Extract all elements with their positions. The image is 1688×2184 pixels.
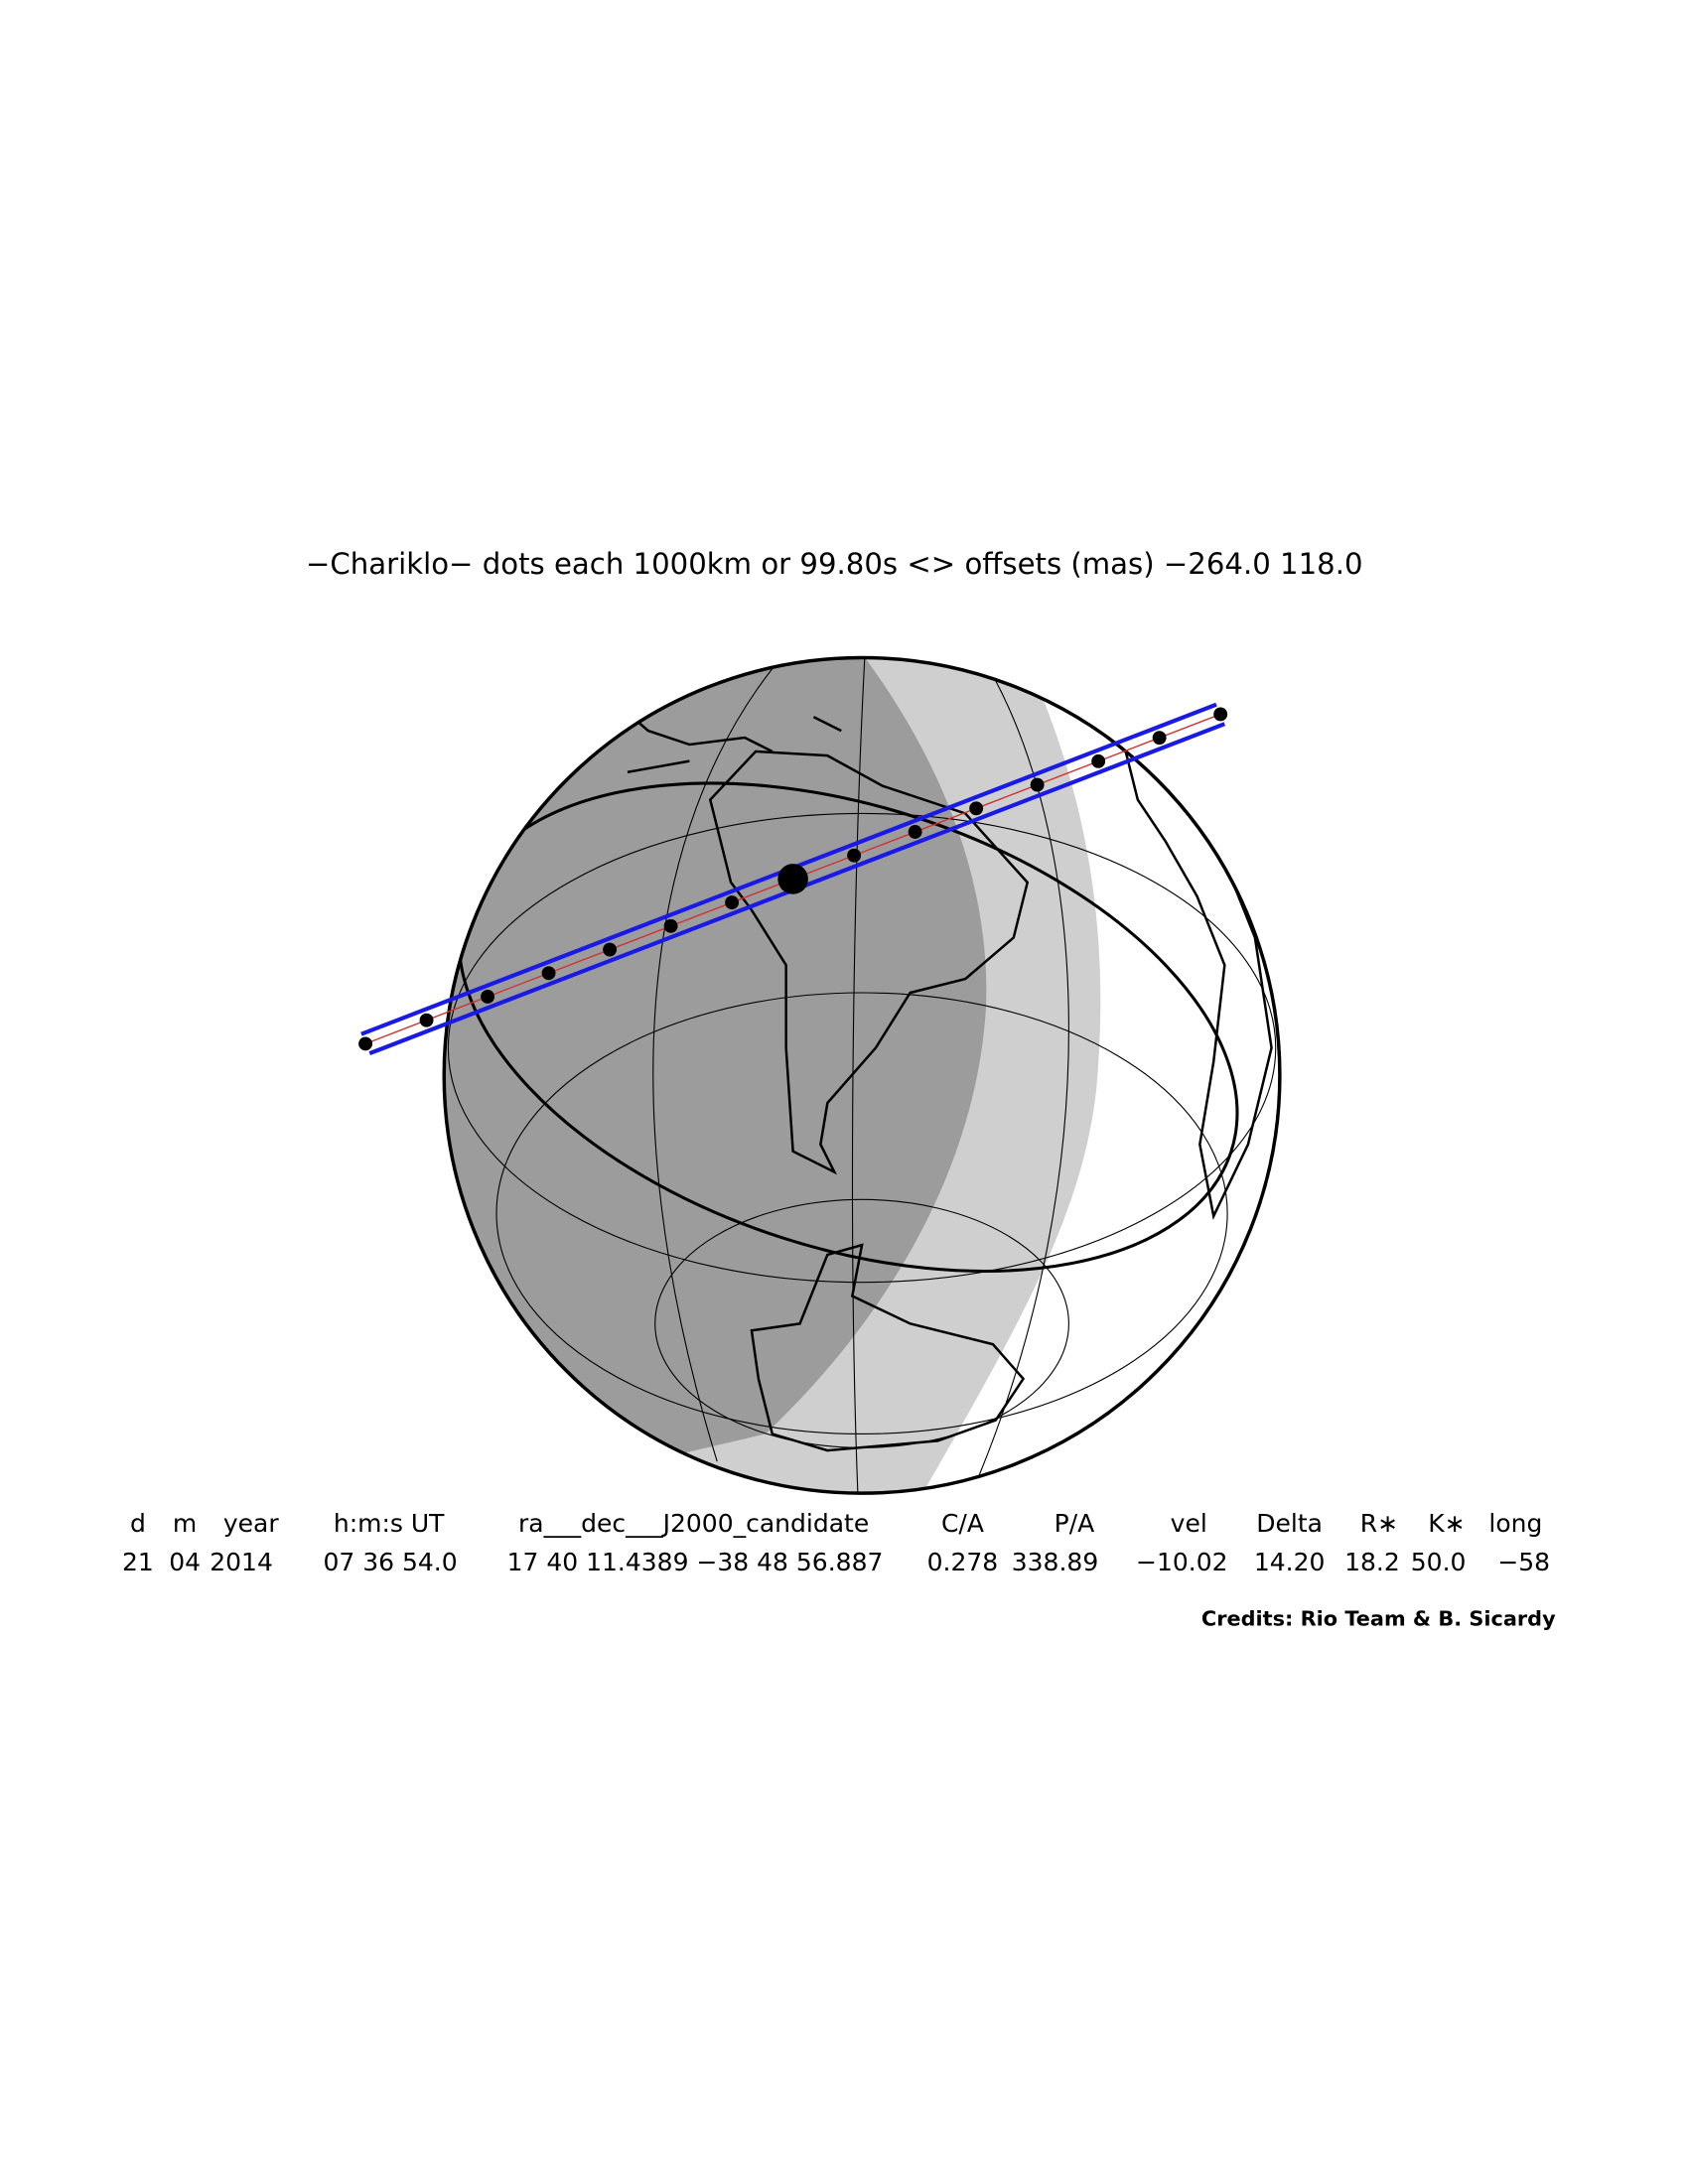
table-header: ra___dec___J2000_candidate bbox=[518, 1509, 869, 1538]
map-title: −Chariklo− dots each 1000km or 99.80s <>… bbox=[306, 547, 1363, 581]
globe bbox=[442, 655, 1282, 1495]
night-region bbox=[444, 657, 987, 1494]
track-dot bbox=[969, 801, 984, 816]
table-cell: 14.20 bbox=[1254, 1548, 1326, 1576]
table-header: P/A bbox=[1055, 1509, 1095, 1538]
table-header: h:m:s UT bbox=[334, 1509, 445, 1538]
table-header: Delta bbox=[1256, 1509, 1323, 1538]
table-header: K∗ bbox=[1428, 1509, 1465, 1538]
table-header: m bbox=[173, 1509, 197, 1538]
table-header: R∗ bbox=[1360, 1509, 1398, 1538]
table-cell: 04 bbox=[169, 1548, 201, 1576]
track-dots bbox=[358, 707, 1228, 1051]
track-dot bbox=[663, 918, 678, 933]
table-cell: 338.89 bbox=[1012, 1548, 1098, 1576]
track-dot bbox=[541, 966, 556, 981]
credits: Credits: Rio Team & B. Sicardy bbox=[1201, 1606, 1556, 1630]
track-dot bbox=[777, 864, 808, 894]
table-cell: −10.02 bbox=[1136, 1548, 1228, 1576]
track-dot bbox=[1030, 777, 1045, 792]
coastlines bbox=[592, 681, 1273, 1452]
track-dot bbox=[908, 825, 922, 839]
occultation-track bbox=[358, 702, 1228, 1056]
table-cell: 07 36 54.0 bbox=[323, 1548, 457, 1576]
table-header: long bbox=[1488, 1509, 1542, 1538]
table-cell: 18.2 bbox=[1344, 1548, 1400, 1576]
track-dot bbox=[481, 990, 495, 1004]
table-header: vel bbox=[1171, 1509, 1207, 1538]
table-header: year bbox=[223, 1509, 279, 1538]
event-table: d m year h:m:s UT ra___dec___J2000_candidate… bbox=[122, 1509, 1550, 1576]
table-cell: 2014 bbox=[210, 1548, 273, 1576]
track-dot bbox=[419, 1013, 434, 1027]
track-dot bbox=[1152, 731, 1167, 746]
track-dot bbox=[358, 1036, 372, 1051]
track-dot bbox=[1213, 707, 1228, 722]
table-cell: 17 40 11.4389 −38 48 56.887 bbox=[507, 1548, 884, 1576]
table-cell: 50.0 bbox=[1411, 1548, 1467, 1576]
track-dot bbox=[603, 942, 618, 957]
track-dot bbox=[725, 895, 740, 910]
table-header: C/A bbox=[941, 1509, 984, 1538]
table-cell: −58 bbox=[1497, 1548, 1550, 1576]
track-dot bbox=[847, 848, 862, 863]
globe-outline bbox=[442, 655, 1282, 1495]
track-dot bbox=[1091, 753, 1106, 768]
table-cell: 21 bbox=[122, 1548, 154, 1576]
table-header: d bbox=[130, 1509, 146, 1538]
graticule bbox=[447, 657, 1277, 1494]
table-cell: 0.278 bbox=[927, 1548, 999, 1576]
